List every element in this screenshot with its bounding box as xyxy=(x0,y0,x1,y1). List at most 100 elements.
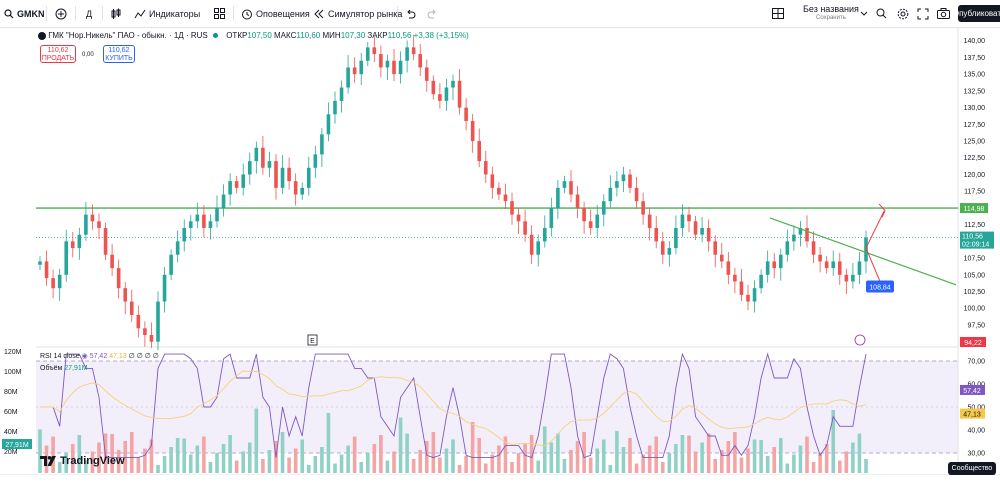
rsi-value-tag xyxy=(960,384,985,395)
candle xyxy=(424,67,429,81)
candle xyxy=(77,234,82,249)
volume-bar xyxy=(575,441,580,473)
volume-bar xyxy=(261,459,265,473)
volume-bar xyxy=(569,450,573,473)
volume-bar xyxy=(542,426,547,473)
candle xyxy=(674,227,678,249)
volume-bar xyxy=(405,433,409,473)
price-chart[interactable]: 140,00 137,50 135,00 132,50 130,00 127,50 125,… xyxy=(0,28,1000,475)
buy-button[interactable]: 110,62 КУПИТЬ xyxy=(103,45,135,63)
alerts-button[interactable]: Оповещения xyxy=(241,0,310,27)
candle xyxy=(215,207,219,222)
candle xyxy=(510,201,514,215)
volume-bar xyxy=(700,442,704,473)
layout-menu-button[interactable] xyxy=(860,0,868,27)
volume-bar xyxy=(601,439,606,473)
candle xyxy=(575,194,580,208)
volume-bar xyxy=(306,465,311,473)
target-price-label: 108,84 xyxy=(869,284,891,291)
indicators-button[interactable]: Индикаторы xyxy=(134,0,200,27)
candle xyxy=(405,47,409,61)
community-button[interactable]: Сообщество xyxy=(948,462,996,475)
volume-bar xyxy=(339,454,344,473)
volume-bar xyxy=(739,457,744,473)
candle xyxy=(385,60,390,68)
volume-bar xyxy=(536,460,541,473)
candle xyxy=(254,147,259,162)
candle xyxy=(726,261,731,275)
volume-bar xyxy=(451,439,455,473)
volume-legend[interactable]: Объём 27,91M xyxy=(40,365,88,372)
candle xyxy=(680,214,685,228)
interval-button[interactable]: Д xyxy=(86,8,93,19)
volume-bar xyxy=(175,438,180,473)
candle xyxy=(542,227,547,242)
candle xyxy=(431,80,436,95)
layout-icon xyxy=(772,8,784,19)
layout-button[interactable] xyxy=(772,0,784,27)
volume-bar xyxy=(300,439,305,473)
volume-bar xyxy=(84,460,88,473)
candle xyxy=(746,294,750,302)
volume-bar xyxy=(215,453,219,473)
snapshot-button[interactable] xyxy=(937,0,950,27)
volume-bar xyxy=(792,454,796,473)
candle xyxy=(857,261,862,275)
volume-bar xyxy=(129,432,134,473)
candle xyxy=(365,47,370,61)
rsi-line xyxy=(40,352,867,459)
candle xyxy=(595,214,600,228)
candle xyxy=(346,67,350,88)
volume-bar xyxy=(379,435,383,473)
volume-value-label: 27,91M xyxy=(5,442,29,449)
sell-button[interactable]: 110,62 ПРОДАТЬ xyxy=(40,45,76,63)
volume-legend-label: Объём xyxy=(40,365,63,372)
volume-bar xyxy=(654,436,659,473)
volume-axis-label: 80M xyxy=(4,389,18,396)
publish-button[interactable]: Опубликовать xyxy=(953,5,1000,22)
candle xyxy=(333,100,337,115)
volume-bar xyxy=(38,429,42,473)
volume-bar xyxy=(621,447,626,473)
symbol-search[interactable]: GMKN xyxy=(4,0,45,27)
candle xyxy=(451,80,455,88)
volume-bar xyxy=(234,460,239,473)
volume-bar xyxy=(149,439,154,473)
candle xyxy=(143,328,147,335)
forecast-arrow-down xyxy=(865,247,881,282)
rsi-axis-label: 40,00 xyxy=(967,428,985,435)
chart-type-button[interactable] xyxy=(110,0,122,27)
candle xyxy=(529,234,534,255)
volume-bar xyxy=(208,462,213,473)
candle xyxy=(621,174,626,182)
volume-bar xyxy=(464,456,468,473)
candle xyxy=(706,227,711,242)
volume-bar xyxy=(851,442,855,473)
quick-search-button[interactable] xyxy=(876,0,887,27)
layout-name[interactable]: Без названия Сохранить xyxy=(803,5,859,23)
redo-button[interactable] xyxy=(427,0,438,27)
rsi-legend[interactable]: RSI 14 close ◉ 57,42 47,13 ∅ ∅ ∅ ∅ xyxy=(40,352,159,360)
countdown-label: 02:09:14 xyxy=(962,242,989,249)
legend-change: +3,38 (+3,15%) xyxy=(413,31,469,40)
undo-icon xyxy=(407,9,416,18)
settings-button[interactable] xyxy=(897,0,909,27)
volume-bar xyxy=(398,417,403,473)
forecast-arrow-up-head xyxy=(878,203,886,218)
undo-button[interactable] xyxy=(405,0,416,27)
templates-button[interactable] xyxy=(214,0,225,27)
last-price-tag xyxy=(960,231,994,249)
compare-button[interactable] xyxy=(55,0,67,27)
candle xyxy=(84,214,88,235)
volume-bar xyxy=(411,459,416,473)
volume-axis-label: 120M xyxy=(4,349,22,356)
volume-axis-label: 20M xyxy=(4,449,18,456)
fullscreen-button[interactable] xyxy=(917,0,929,27)
price-axis-label: 100,00 xyxy=(964,306,986,313)
volume-bar xyxy=(857,433,862,473)
candle xyxy=(837,261,842,275)
replay-button[interactable]: Симулятор рынка xyxy=(313,0,402,27)
candle xyxy=(116,268,121,289)
volume-bar xyxy=(202,436,206,473)
volume-bar xyxy=(490,454,495,473)
